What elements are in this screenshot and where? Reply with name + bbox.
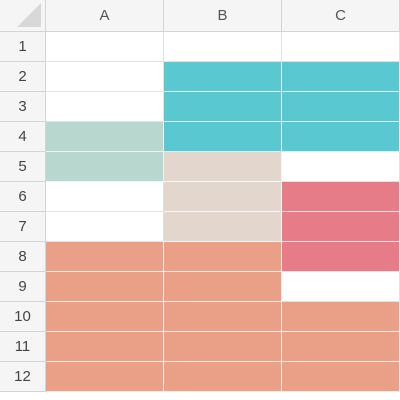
- cell-b4[interactable]: [164, 122, 282, 152]
- row-header-3[interactable]: 3: [0, 92, 46, 122]
- select-all-icon: [17, 3, 41, 27]
- cell-a4[interactable]: [46, 122, 164, 152]
- cell-a1[interactable]: [46, 32, 164, 62]
- cell-b6[interactable]: [164, 182, 282, 212]
- column-header-a[interactable]: A: [46, 0, 164, 32]
- cell-a5[interactable]: [46, 152, 164, 182]
- cell-c12[interactable]: [282, 362, 400, 392]
- select-all-corner[interactable]: [0, 0, 46, 32]
- row-header-6[interactable]: 6: [0, 182, 46, 212]
- cell-c1[interactable]: [282, 32, 400, 62]
- cell-b8[interactable]: [164, 242, 282, 272]
- cell-c4[interactable]: [282, 122, 400, 152]
- row-header-10[interactable]: 10: [0, 302, 46, 332]
- cell-a12[interactable]: [46, 362, 164, 392]
- cell-c3[interactable]: [282, 92, 400, 122]
- cell-c5[interactable]: [282, 152, 400, 182]
- cell-a7[interactable]: [46, 212, 164, 242]
- cell-c8[interactable]: [282, 242, 400, 272]
- cell-b7[interactable]: [164, 212, 282, 242]
- column-header-b[interactable]: B: [164, 0, 282, 32]
- row-header-1[interactable]: 1: [0, 32, 46, 62]
- cell-a10[interactable]: [46, 302, 164, 332]
- cell-a3[interactable]: [46, 92, 164, 122]
- row-header-12[interactable]: 12: [0, 362, 46, 392]
- cell-a8[interactable]: [46, 242, 164, 272]
- cell-c2[interactable]: [282, 62, 400, 92]
- row-header-7[interactable]: 7: [0, 212, 46, 242]
- cell-c7[interactable]: [282, 212, 400, 242]
- cell-b5[interactable]: [164, 152, 282, 182]
- cell-b10[interactable]: [164, 302, 282, 332]
- cell-b12[interactable]: [164, 362, 282, 392]
- row-header-4[interactable]: 4: [0, 122, 46, 152]
- cell-b3[interactable]: [164, 92, 282, 122]
- column-header-c[interactable]: C: [282, 0, 400, 32]
- cell-c6[interactable]: [282, 182, 400, 212]
- cell-a9[interactable]: [46, 272, 164, 302]
- row-header-8[interactable]: 8: [0, 242, 46, 272]
- row-header-9[interactable]: 9: [0, 272, 46, 302]
- cell-c10[interactable]: [282, 302, 400, 332]
- cell-b9[interactable]: [164, 272, 282, 302]
- cell-a11[interactable]: [46, 332, 164, 362]
- cell-a6[interactable]: [46, 182, 164, 212]
- cell-b11[interactable]: [164, 332, 282, 362]
- cell-a2[interactable]: [46, 62, 164, 92]
- row-header-5[interactable]: 5: [0, 152, 46, 182]
- cell-b1[interactable]: [164, 32, 282, 62]
- row-header-2[interactable]: 2: [0, 62, 46, 92]
- cell-c9[interactable]: [282, 272, 400, 302]
- cell-b2[interactable]: [164, 62, 282, 92]
- cell-c11[interactable]: [282, 332, 400, 362]
- row-header-11[interactable]: 11: [0, 332, 46, 362]
